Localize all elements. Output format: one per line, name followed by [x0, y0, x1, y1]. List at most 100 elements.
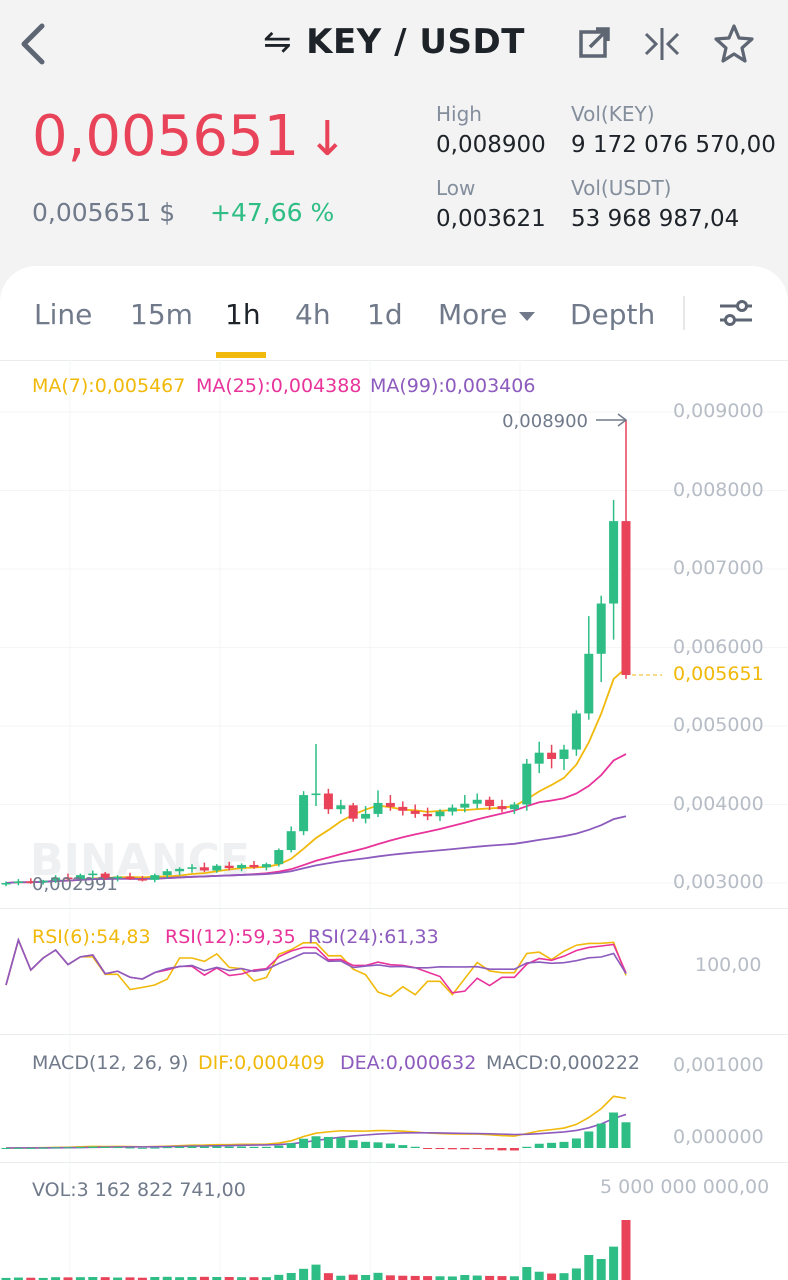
low-label: Low: [436, 176, 476, 200]
volume-bar: [187, 1277, 197, 1280]
high-value: 0,008900: [436, 132, 546, 158]
candle-body: [385, 802, 395, 807]
chart-settings-icon[interactable]: [718, 298, 754, 328]
back-icon[interactable]: [14, 20, 54, 68]
kline-chart[interactable]: BINANCE 0,008900 0,002991: [0, 360, 788, 1280]
macd-hist-bar: [423, 1148, 433, 1149]
volume-bar: [398, 1275, 408, 1280]
macd-hist-bar: [75, 1146, 85, 1148]
tab-more[interactable]: More: [438, 298, 537, 331]
macd-hist-bar: [373, 1142, 383, 1148]
macd-hist-bar: [485, 1148, 495, 1150]
volume-bar: [435, 1276, 445, 1280]
price-usd: 0,005651 $: [32, 198, 176, 227]
tab-depth[interactable]: Depth: [570, 298, 656, 331]
interval-tabs: Line 15m 1h 4h 1d More Depth: [0, 266, 788, 360]
candle-body: [522, 763, 532, 805]
candle-body: [162, 871, 172, 876]
chart-grid: [0, 360, 788, 1280]
y-tick-2: 0,007000: [673, 557, 764, 579]
volume-bar: [547, 1273, 557, 1280]
candle-body: [13, 881, 23, 883]
chart-panel: Line 15m 1h 4h 1d More Depth: [0, 266, 788, 1280]
rsi-tick: 100,00: [695, 954, 762, 976]
macd-hist-bar: [125, 1147, 135, 1149]
tab-line[interactable]: Line: [34, 298, 93, 331]
macd-hist-bar: [311, 1136, 321, 1148]
volume-bars: [1, 1220, 631, 1280]
tab-15m[interactable]: 15m: [130, 298, 193, 331]
volume-bar: [460, 1275, 470, 1280]
rsi-divider: [0, 1034, 788, 1035]
volume-bar: [38, 1277, 48, 1280]
macd-hist-bar: [212, 1146, 222, 1148]
ma99-label: MA(99):0,003406: [370, 375, 536, 397]
macd-hist-bar: [410, 1146, 420, 1148]
macd-hist-bar: [621, 1122, 631, 1148]
macd-hist-bar: [224, 1146, 234, 1148]
volume-bar: [261, 1277, 271, 1280]
volume-bar: [26, 1277, 36, 1280]
main-divider: [0, 908, 788, 909]
macd-value: MACD:0,000222: [486, 1052, 641, 1074]
candles: [1, 419, 631, 887]
volume-bar: [224, 1277, 234, 1280]
macd-hist-bar: [323, 1136, 333, 1148]
candle-body: [361, 813, 371, 819]
macd-hist-bar: [472, 1148, 482, 1149]
vol-quote-label: Vol(USDT): [571, 176, 672, 200]
pair-title[interactable]: ⇋ KEY / USDT: [0, 22, 788, 62]
macd-tick-0: 0,001000: [673, 1054, 764, 1076]
ma25-label: MA(25):0,004388: [196, 375, 362, 397]
volume-bar: [485, 1275, 495, 1280]
chart-annotations: 0,008900 0,002991: [32, 411, 662, 895]
volume-bar: [137, 1277, 147, 1280]
macd-hist-bar: [348, 1140, 358, 1148]
macd-hist-bar: [385, 1143, 395, 1148]
macd-hist-bar: [249, 1146, 259, 1148]
volume-bar: [447, 1276, 457, 1280]
tab-1d[interactable]: 1d: [367, 298, 403, 331]
volume-tick: 5 000 000 000,00: [600, 1176, 770, 1198]
candle-body: [274, 850, 284, 865]
volume-bar: [75, 1277, 85, 1280]
active-tab-indicator: [216, 352, 266, 358]
macd-hist-bar: [162, 1147, 172, 1149]
external-link-icon[interactable]: [574, 22, 614, 66]
macd-hist-bar: [497, 1148, 507, 1151]
macd-hist-bar: [398, 1145, 408, 1148]
volume-bar: [348, 1274, 358, 1280]
volume-bar: [609, 1246, 619, 1280]
star-icon[interactable]: [712, 22, 756, 66]
macd-hist-bar: [175, 1146, 185, 1148]
candle-body: [137, 879, 147, 881]
price-change: +47,66 %: [210, 198, 335, 227]
ma99-line: [5, 815, 627, 884]
macd-hist-bar: [63, 1147, 73, 1149]
tab-4h[interactable]: 4h: [295, 298, 331, 331]
candle-body: [199, 867, 209, 871]
volume-bar: [51, 1277, 61, 1280]
volume-bar: [100, 1277, 110, 1280]
macd-hist-bar: [274, 1145, 284, 1148]
volume-bar: [150, 1277, 160, 1280]
volume-bar: [212, 1277, 222, 1280]
compare-icon[interactable]: [642, 22, 682, 66]
last-price: 0,005651 ↓: [32, 104, 347, 169]
swap-icon: ⇋: [263, 22, 293, 62]
y-tick-3: 0,006000: [673, 636, 764, 658]
volume-bar: [237, 1277, 247, 1280]
volume-bar: [385, 1275, 395, 1280]
tab-1h[interactable]: 1h: [225, 298, 261, 331]
macd-hist-bar: [299, 1138, 309, 1148]
candle-body: [261, 864, 271, 868]
macd-hist-bar: [559, 1141, 569, 1148]
macd-hist-bar: [609, 1112, 619, 1148]
volume-bar: [534, 1271, 544, 1280]
volume-bar: [336, 1275, 346, 1280]
macd-hist-bar: [51, 1147, 61, 1149]
candle-body: [534, 752, 544, 764]
candle-body: [423, 813, 433, 817]
volume-bar: [175, 1277, 185, 1280]
macd-hist-bar: [460, 1148, 470, 1150]
